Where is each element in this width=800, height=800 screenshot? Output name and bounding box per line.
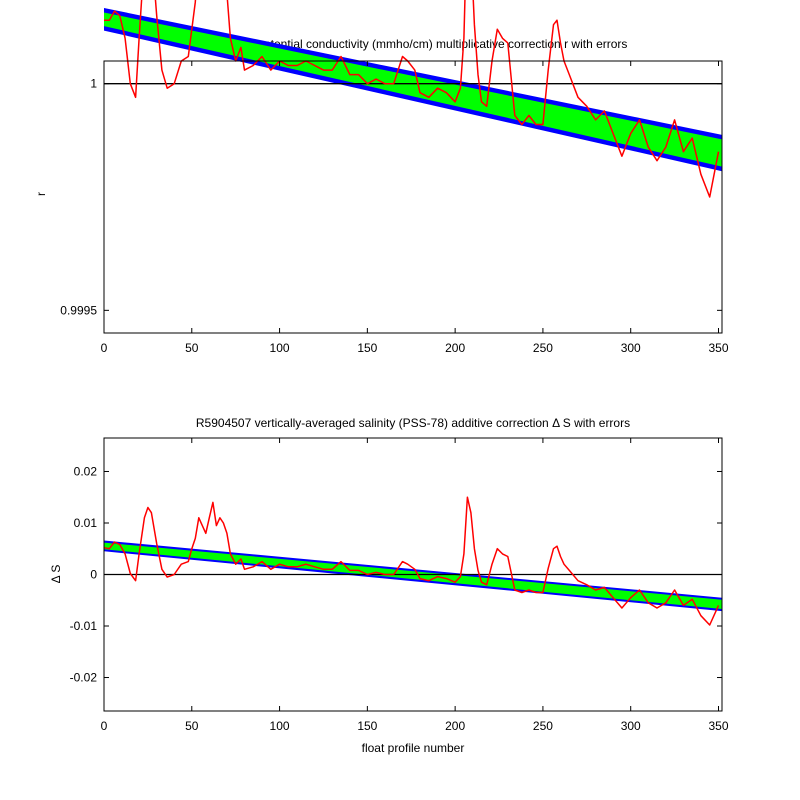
error-band-inner [104, 542, 722, 609]
x-tick-label: 100 [270, 341, 290, 355]
x-tick-label: 350 [708, 341, 728, 355]
plot-frame [103, 60, 723, 334]
y-tick-label: 0 [90, 568, 97, 582]
x-tick-label: 200 [445, 341, 465, 355]
plot-area: 0 50 100 150 200 250 300 350 -0.02 -0.01 0 0.01 0.02 [70, 437, 729, 733]
x-tick-label: 100 [270, 719, 290, 733]
y-tick-label: 0.9995 [60, 303, 97, 317]
series-line [104, 0, 720, 198]
y-tick-label: 0.02 [74, 464, 98, 478]
y-tick-label: 0.01 [74, 516, 98, 530]
panel-salinity-correction: R5904507 vertically-averaged salinity (P… [49, 416, 729, 755]
x-tick-label: 250 [533, 341, 553, 355]
x-tick-label: 300 [621, 341, 641, 355]
x-tick-label: 300 [621, 719, 641, 733]
x-tick-label: 150 [357, 719, 377, 733]
series-line [103, 496, 720, 626]
x-tick-label: 50 [185, 341, 199, 355]
y-tick-label: -0.02 [70, 671, 98, 685]
y-axis-label: Δ S [49, 565, 63, 584]
chart-title: R5904507 vertically-averaged salinity (P… [196, 416, 630, 430]
y-axis-label: r [34, 192, 48, 196]
panel-conductivity-correction: R5904507 potential conductivity (mmho/cm… [34, 0, 729, 355]
error-band-inner [104, 12, 722, 167]
x-tick-label: 0 [101, 719, 108, 733]
x-tick-label: 350 [708, 719, 728, 733]
x-axis-label: float profile number [362, 741, 465, 755]
x-tick-label: 150 [357, 341, 377, 355]
x-tick-label: 200 [445, 719, 465, 733]
chart-title: R5904507 potential conductivity (mmho/cm… [199, 37, 628, 51]
x-tick-label: 0 [101, 341, 108, 355]
y-tick-label: 1 [90, 77, 97, 91]
x-tick-label: 50 [185, 719, 199, 733]
x-tick-label: 250 [533, 719, 553, 733]
y-tick-label: -0.01 [70, 619, 98, 633]
